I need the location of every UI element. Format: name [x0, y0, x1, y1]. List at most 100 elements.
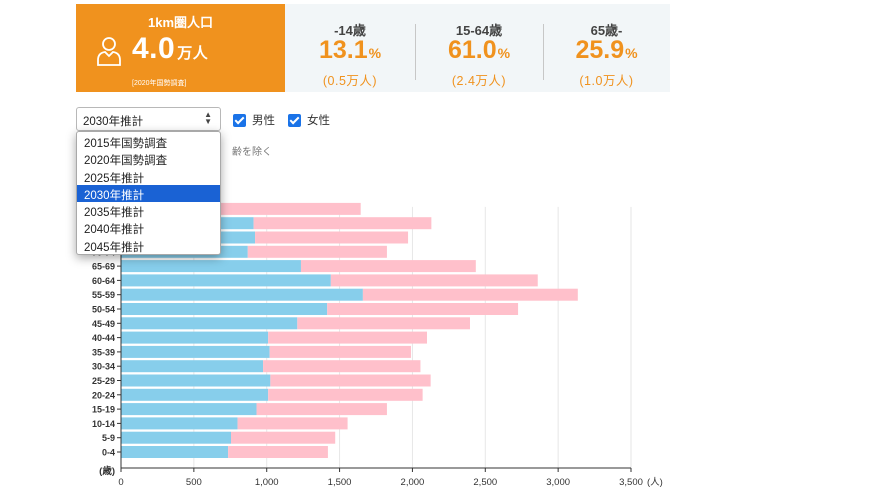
population-source: [2020年国勢調査] — [132, 80, 187, 87]
bar-male — [121, 331, 269, 344]
bar-female — [231, 431, 336, 444]
bar-male — [121, 345, 270, 358]
age-group-percent-unit: % — [497, 45, 511, 61]
y-tick-label: 45-49 — [92, 319, 115, 329]
year-option[interactable]: 2035年推計 — [84, 207, 145, 220]
bar-male — [121, 303, 328, 315]
bar-male — [121, 417, 238, 430]
female-checkbox[interactable]: 女性 — [288, 112, 330, 128]
y-tick-label: 55-59 — [92, 290, 115, 300]
age-group-percent: 25.9% — [543, 36, 670, 65]
bar-female — [247, 245, 387, 258]
bar-female — [269, 345, 411, 358]
y-tick-label: 10-14 — [92, 419, 115, 429]
bar-female — [253, 217, 432, 230]
age-group-label: -14歳 — [334, 23, 366, 38]
year-option[interactable]: 2040年推計 — [84, 224, 145, 237]
year-option[interactable]: 2025年推計 — [84, 172, 145, 185]
total-population-card: 1km圏人口 4.0 万人 [2020年国勢調査] — [76, 4, 285, 92]
bar-female — [268, 331, 427, 344]
x-axis-label: (人) — [647, 477, 663, 488]
bar-female — [362, 288, 578, 301]
age-group-young: -14歳 13.1% (0.5万人) — [285, 4, 415, 92]
age-group-count: (0.5万人) — [322, 74, 378, 88]
total-population-unit: 万人 — [177, 45, 209, 62]
y-tick-label: 0-4 — [102, 448, 115, 458]
bar-female — [255, 231, 409, 244]
year-option[interactable]: 2020年国勢調査 — [84, 155, 168, 168]
y-tick-label: 25-29 — [92, 376, 115, 386]
total-population-value: 4.0 万人 — [132, 32, 208, 66]
bar-male — [121, 260, 301, 273]
y-tick-label: 50-54 — [92, 305, 115, 315]
y-tick-label: 15-19 — [92, 405, 115, 415]
x-tick-label: 2,000 — [401, 477, 425, 488]
x-tick-label: 1,000 — [255, 477, 279, 488]
bar-male — [121, 403, 257, 416]
year-select[interactable]: 2030年推計 ▲ ▼ — [76, 107, 221, 131]
x-tick-label: 500 — [186, 477, 202, 488]
bar-male — [121, 360, 264, 373]
bar-female — [256, 403, 387, 416]
year-dropdown-list[interactable]: 2015年国勢調査 2020年国勢調査 2025年推計 2030年推計 2035年推計 2… — [76, 131, 221, 255]
bar-female — [268, 388, 423, 401]
x-tick-label: 3,500 — [619, 477, 643, 488]
y-tick-label: 40-44 — [92, 333, 115, 343]
bar-male — [121, 288, 363, 301]
checkbox-checked-icon — [288, 113, 301, 127]
chart-note: 齢を除く — [232, 147, 272, 158]
year-option[interactable]: 2045年推計 — [84, 241, 145, 254]
age-group-percent-unit: % — [368, 45, 382, 61]
x-tick-label: 1,500 — [328, 477, 352, 488]
y-tick-label: 20-24 — [92, 390, 115, 400]
age-group-percent-unit: % — [625, 45, 638, 61]
year-option[interactable]: 2015年国勢調査 — [84, 138, 168, 150]
y-tick-labels: 0-4 5-9 10-14 15-19 20-24 25-29 30-34 35-39 40-4… — [92, 247, 121, 458]
age-group-percent-value: 61.0 — [447, 36, 497, 64]
bar-female — [300, 260, 476, 273]
age-group-panel: -14歳 13.1% (0.5万人) 15-64歳 61.0% (2.4万人) … — [285, 4, 670, 92]
bar-male — [121, 374, 271, 387]
total-population-title: 1km圏人口 — [147, 15, 214, 30]
age-group-percent: 13.1% — [285, 36, 415, 65]
x-tick-label: 2,500 — [473, 477, 497, 488]
bar-female — [263, 360, 421, 373]
year-option[interactable]: 2030年推計 — [77, 184, 220, 203]
total-population-number: 4.0 — [132, 32, 176, 65]
age-group-count: (2.4万人) — [451, 74, 507, 88]
y-tick-label: 30-34 — [92, 362, 115, 372]
checkbox-checked-icon — [233, 113, 246, 127]
age-group-label: 65歳- — [590, 23, 623, 38]
age-group-elderly: 65歳- 25.9% (1.0万人) — [543, 4, 670, 92]
bar-female — [205, 202, 361, 215]
year-select-value: 2030年推計 — [83, 116, 144, 128]
age-group-working: 15-64歳 61.0% (2.4万人) — [415, 4, 543, 92]
y-tick-label: 60-64 — [92, 276, 115, 286]
x-tick-label: 0 — [118, 477, 123, 488]
age-group-percent-value: 25.9 — [575, 36, 625, 64]
age-group-label: 15-64歳 — [455, 23, 503, 38]
bar-female — [330, 274, 538, 287]
y-tick-label: 35-39 — [92, 347, 115, 357]
age-group-percent: 61.0% — [415, 36, 543, 65]
age-group-percent-value: 13.1 — [318, 36, 368, 64]
bar-female — [237, 417, 348, 430]
female-checkbox-label: 女性 — [307, 115, 330, 127]
bar-male — [121, 431, 232, 444]
y-axis-label: (歳) — [99, 465, 115, 477]
age-group-count: (1.0万人) — [579, 74, 634, 88]
bar-male — [121, 317, 298, 330]
bar-female — [297, 317, 470, 330]
bars — [121, 202, 578, 458]
male-checkbox-label: 男性 — [252, 115, 275, 127]
bar-female — [228, 446, 328, 458]
x-tick-label: 3,000 — [546, 477, 570, 488]
bar-male — [121, 274, 331, 287]
male-checkbox[interactable]: 男性 — [233, 112, 275, 128]
bar-female — [270, 374, 431, 387]
y-tick-label: 5-9 — [102, 433, 115, 443]
bar-female — [327, 303, 519, 315]
person-icon — [97, 37, 121, 66]
y-tick-label: 65-69 — [92, 262, 115, 272]
divider — [415, 24, 416, 80]
